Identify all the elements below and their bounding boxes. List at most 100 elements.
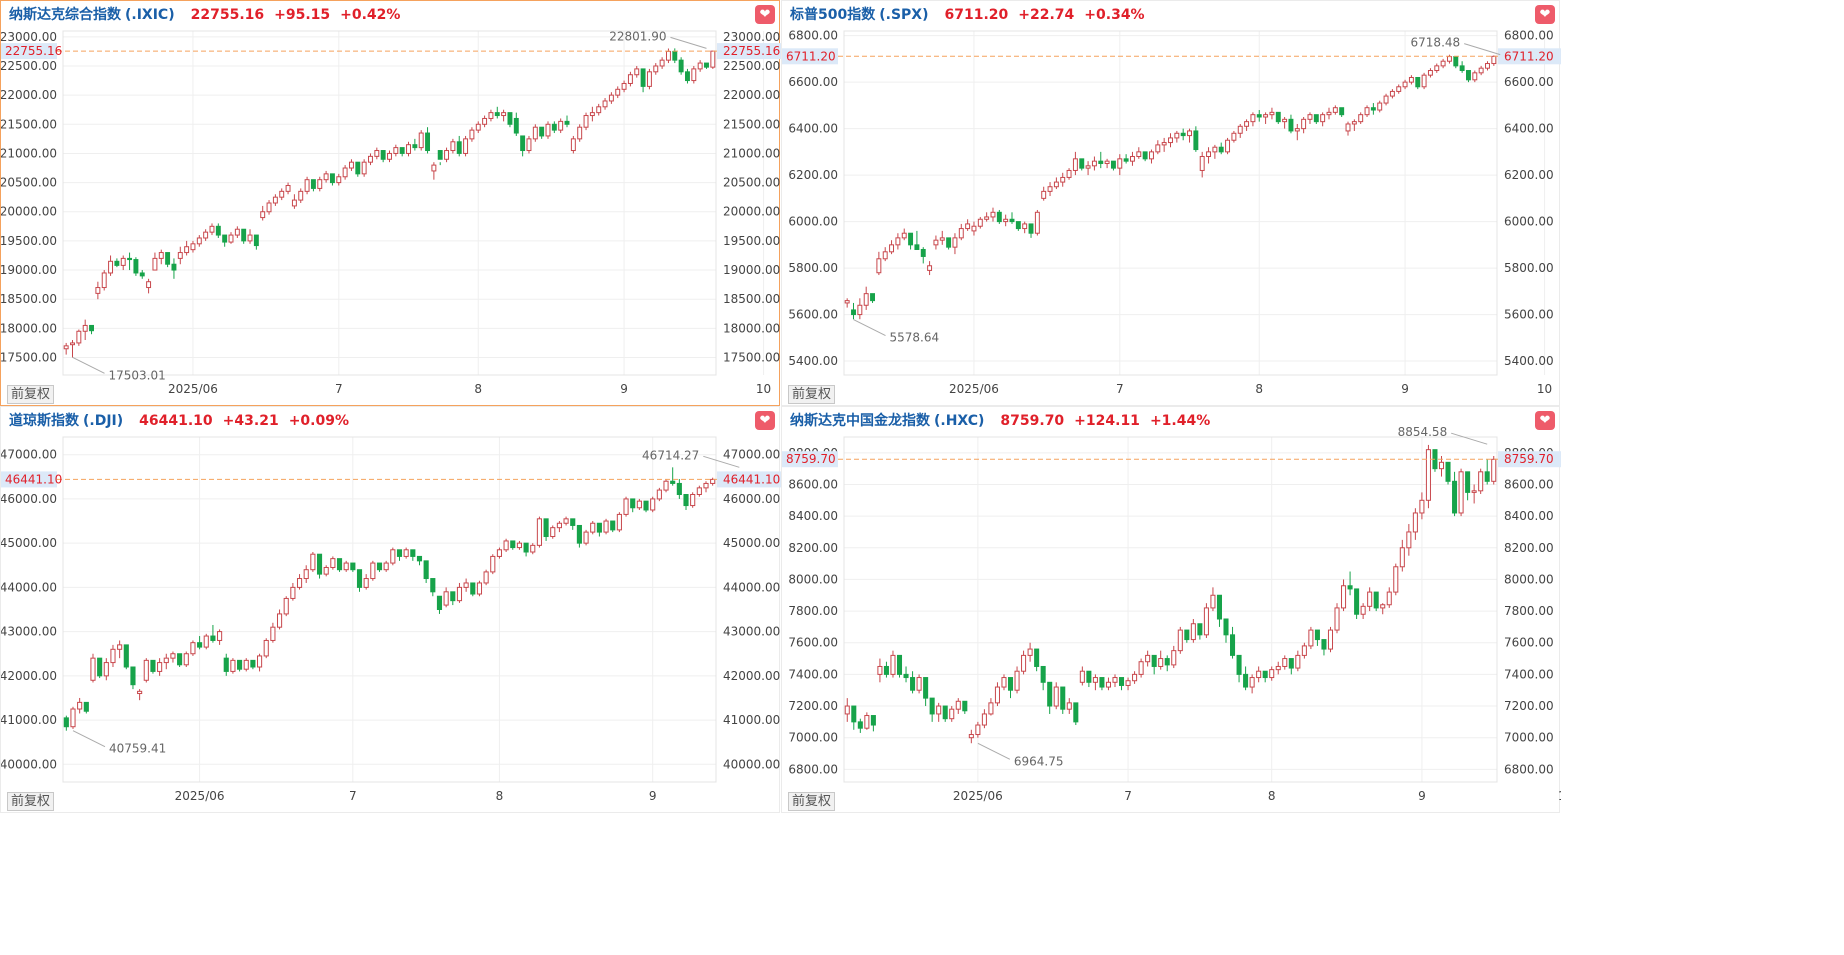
chart-panel-ixic[interactable]: 23000.00 23000.00 22500.00 22500.00 22000.00… <box>0 0 781 406</box>
price-change: +124.11 <box>1074 413 1140 429</box>
candle-up <box>710 478 716 484</box>
index-symbol[interactable]: (.DJI) <box>83 413 124 429</box>
candle-up <box>1249 677 1255 688</box>
candle-up <box>927 265 933 271</box>
candle-up <box>1125 680 1131 686</box>
index-name[interactable]: 纳斯达克综合指数 <box>9 7 121 23</box>
candle-down <box>1347 585 1353 590</box>
candle-down <box>1465 471 1471 493</box>
candle-up <box>343 562 349 571</box>
candle-down <box>336 558 343 571</box>
candle-up <box>563 518 569 524</box>
candle-up <box>456 586 463 602</box>
heart-icon[interactable]: ❤ <box>755 5 775 24</box>
index-symbol[interactable]: (.IXIC) <box>125 7 175 23</box>
y-tick-label-right: 45000.00 <box>723 536 780 550</box>
index-name[interactable]: 标普500指数 <box>790 7 876 23</box>
heart-icon[interactable]: ❤ <box>1535 411 1555 430</box>
last-price-label-right: 6711.20 <box>1504 49 1554 63</box>
low-leader-line <box>72 730 106 748</box>
chart-panel-dji[interactable]: 47000.00 47000.00 46000.00 46000.00 45000.00… <box>0 406 781 813</box>
adjust-mode-button[interactable]: 前复权 <box>7 792 55 811</box>
candle-up <box>1112 677 1118 683</box>
index-name[interactable]: 道琼斯指数 <box>9 413 79 429</box>
candle-up <box>583 531 589 544</box>
adjust-mode-button[interactable]: 前复权 <box>788 792 836 811</box>
candle-up <box>272 196 278 204</box>
candle-up <box>1351 121 1357 125</box>
candle-up <box>368 155 373 163</box>
candle-down <box>470 582 476 595</box>
candle-up <box>1491 55 1497 65</box>
candle-down <box>576 524 582 544</box>
candle-up <box>1250 114 1256 123</box>
y-tick-label-left: 6800.00 <box>788 29 838 43</box>
candle-down <box>704 62 709 68</box>
y-tick-label-right: 8000.00 <box>1504 572 1554 586</box>
y-tick-label-left: 41000.00 <box>1 713 57 727</box>
candle-up <box>291 199 297 207</box>
candle-down <box>1370 107 1376 111</box>
y-tick-label-left: 7000.00 <box>788 731 838 745</box>
last-price: 6711.20 <box>944 7 1009 23</box>
candle-up <box>656 489 662 500</box>
candle-up <box>621 82 627 90</box>
candle-down <box>1288 658 1294 669</box>
chart-panel-hxc[interactable]: 8800.008800.008600.008600.008400.008400.… <box>781 406 1561 813</box>
candle-up <box>1041 190 1047 199</box>
candle-down <box>139 272 145 277</box>
candle-up <box>146 281 152 289</box>
candle-down <box>507 112 513 125</box>
last-price-badge-right <box>1498 451 1561 468</box>
candle-up <box>1079 670 1085 683</box>
index-symbol[interactable]: (.HXC) <box>934 413 985 429</box>
candle-down <box>1321 639 1327 650</box>
candle-up <box>276 613 283 628</box>
high-label: 6718.48 <box>1411 36 1461 50</box>
candle-up <box>158 252 164 259</box>
candle-up <box>1427 70 1433 76</box>
candle-down <box>425 132 431 152</box>
candle-up <box>283 597 289 615</box>
candle-up <box>444 150 450 160</box>
heart-icon[interactable]: ❤ <box>755 411 775 430</box>
x-tick-label: 8 <box>1268 789 1276 803</box>
last-price: 8759.70 <box>1000 413 1065 429</box>
adjust-mode-button[interactable]: 前复权 <box>788 385 836 404</box>
candle-up <box>653 65 659 73</box>
candle-up <box>323 173 329 181</box>
candle-down <box>97 657 103 677</box>
chart-panel-spx[interactable]: 6800.00 6800.00 6600.00 6600.00 6400.00 6400.… <box>781 0 1561 406</box>
candle-up <box>646 71 652 87</box>
candle-up <box>336 176 342 184</box>
candle-up <box>901 232 907 239</box>
y-tick-label-right: 47000.00 <box>723 448 780 462</box>
candle-down <box>1288 118 1294 132</box>
candle-up <box>137 690 143 695</box>
candle-down <box>456 141 462 154</box>
candle-down <box>929 697 935 715</box>
last-price: 22755.16 <box>190 7 265 23</box>
candle-down <box>1007 677 1014 691</box>
x-tick-label: 2025/06 <box>949 382 999 396</box>
candle-up <box>1421 74 1427 88</box>
candle-up <box>636 500 642 509</box>
candle-up <box>1210 594 1216 609</box>
candle-up <box>558 120 564 131</box>
candle-down <box>494 112 500 117</box>
index-symbol[interactable]: (.SPX) <box>879 7 929 23</box>
candle-up <box>1138 661 1144 675</box>
percent-change: +0.42% <box>340 7 401 23</box>
candle-down <box>437 150 443 160</box>
y-tick-label-left: 19500.00 <box>1 234 57 248</box>
y-tick-label-left: 6600.00 <box>788 75 838 89</box>
candle-down <box>197 642 203 648</box>
y-tick-label-right: 7200.00 <box>1504 699 1554 713</box>
adjust-mode-button[interactable]: 前复权 <box>7 385 55 404</box>
candle-up <box>1377 102 1383 111</box>
index-name[interactable]: 纳斯达克中国金龙指数 <box>790 413 930 429</box>
candle-down <box>1123 158 1129 162</box>
candle-up <box>157 662 163 672</box>
heart-icon[interactable]: ❤ <box>1535 5 1555 24</box>
candle-up <box>1332 107 1338 113</box>
